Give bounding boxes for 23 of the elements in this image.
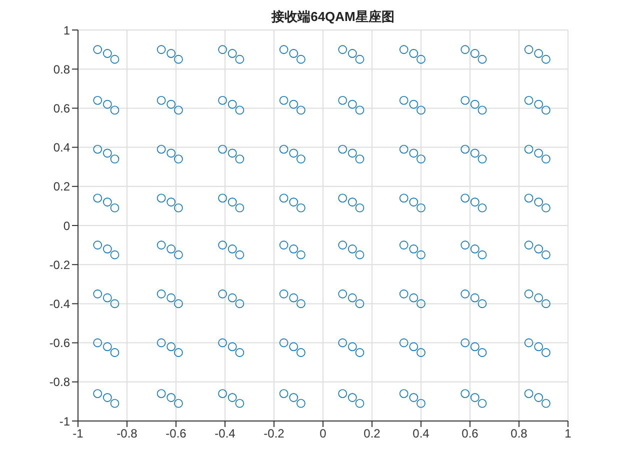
x-tick-label: 0.8 — [510, 426, 528, 441]
y-tick-label: -0.6 — [49, 336, 70, 350]
y-tick-label: -0.8 — [49, 375, 70, 390]
x-tick-label: -0.2 — [264, 426, 285, 441]
x-tick-label: 0.2 — [364, 426, 381, 441]
x-tick-label: -0.8 — [116, 426, 138, 441]
y-tick-label: 0.4 — [53, 140, 70, 155]
y-tick-label: 0.6 — [53, 101, 70, 116]
x-tick-label: 0.4 — [412, 426, 430, 441]
y-tick-label: -0.2 — [49, 258, 70, 272]
x-tick-label: -0.6 — [166, 426, 187, 441]
y-tick-label: -1 — [59, 414, 70, 428]
chart-title: 接收端64QAM星座图 — [272, 9, 394, 24]
y-tick-label: 1 — [63, 23, 70, 38]
x-tick-label: 0 — [320, 426, 327, 441]
y-tick-label: 0.2 — [53, 180, 70, 194]
y-tick-label: 0 — [63, 218, 70, 233]
y-tick-label: 0.8 — [53, 62, 70, 76]
x-tick-label: 1 — [564, 426, 572, 441]
x-tick-label: -0.4 — [214, 426, 236, 441]
x-tick-label: 0.6 — [462, 426, 479, 441]
x-tick-label: -1 — [72, 426, 84, 441]
y-tick-label: -0.4 — [49, 296, 70, 311]
